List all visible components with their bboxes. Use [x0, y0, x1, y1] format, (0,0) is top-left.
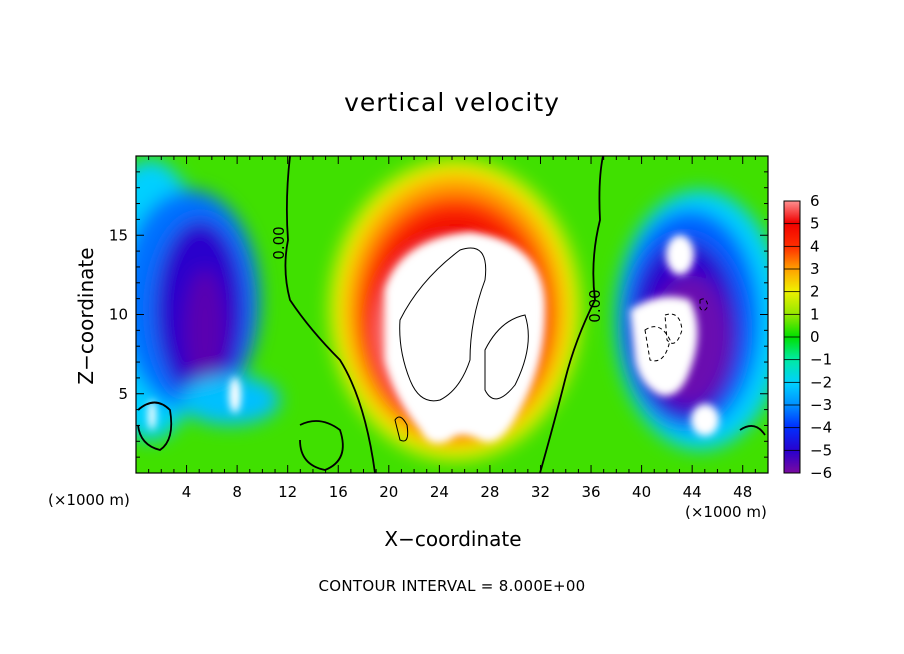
colorbar-ticks: 6 5 4 3 2 1 0 −1 −2 −3 −4 −5 −6	[784, 192, 832, 482]
x-tick-label: 8	[232, 483, 242, 501]
y-axis: 5 10 15	[109, 171, 768, 458]
colorbar-tick-label: 2	[810, 283, 820, 301]
x-tick-label: 24	[430, 483, 449, 501]
y-tick-label: 15	[109, 226, 128, 244]
colorbar-tick-label: 6	[810, 192, 820, 210]
x-tick-label: 20	[379, 483, 398, 501]
x-tick-label: 12	[278, 483, 297, 501]
x-tick-label: 36	[581, 483, 600, 501]
y-tick-label: 5	[118, 385, 128, 403]
x-tick-label: 4	[182, 483, 192, 501]
contour-labels: 0.00 0.00	[270, 226, 604, 322]
x-tick-label: 48	[733, 483, 752, 501]
x-tick-label: 44	[683, 483, 702, 501]
colorbar-tick-label: 0	[810, 328, 820, 346]
colorbar-tick-label: −1	[810, 351, 832, 369]
contour-value-label: 0.00	[586, 289, 604, 322]
colorbar-tick-label: 1	[810, 305, 820, 323]
velocity-field	[136, 156, 768, 473]
x-axis: 4 8 12 16 20 24 28 32 36 40 44 48	[148, 156, 756, 501]
x-tick-label: 16	[329, 483, 348, 501]
x-axis-label: X−coordinate	[384, 527, 522, 551]
colorbar-tick-label: −4	[810, 419, 832, 437]
colorbar-tick-label: −3	[810, 396, 832, 414]
colorbar-tick-label: 5	[810, 215, 820, 233]
x-tick-label: 40	[632, 483, 651, 501]
chart-title: vertical velocity	[344, 88, 560, 117]
y-tick-label: 10	[109, 306, 128, 324]
colorbar-tick-label: 3	[810, 260, 820, 278]
y-axis-label: Z−coordinate	[74, 247, 98, 385]
colorbar: 6 5 4 3 2 1 0 −1 −2 −3 −4 −5 −6	[783, 192, 832, 482]
colorbar-tick-label: 4	[810, 237, 820, 255]
contour-interval-note: CONTOUR INTERVAL = 8.000E+00	[318, 577, 586, 595]
z-unit-label: (×1000 m)	[48, 491, 130, 509]
x-unit-label: (×1000 m)	[685, 503, 767, 521]
colorbar-tick-label: −2	[810, 373, 832, 391]
x-tick-label: 28	[480, 483, 499, 501]
contour-value-label: 0.00	[270, 226, 288, 259]
colorbar-tick-label: −5	[810, 441, 832, 459]
x-tick-label: 32	[531, 483, 550, 501]
colorbar-tick-label: −6	[810, 464, 832, 482]
